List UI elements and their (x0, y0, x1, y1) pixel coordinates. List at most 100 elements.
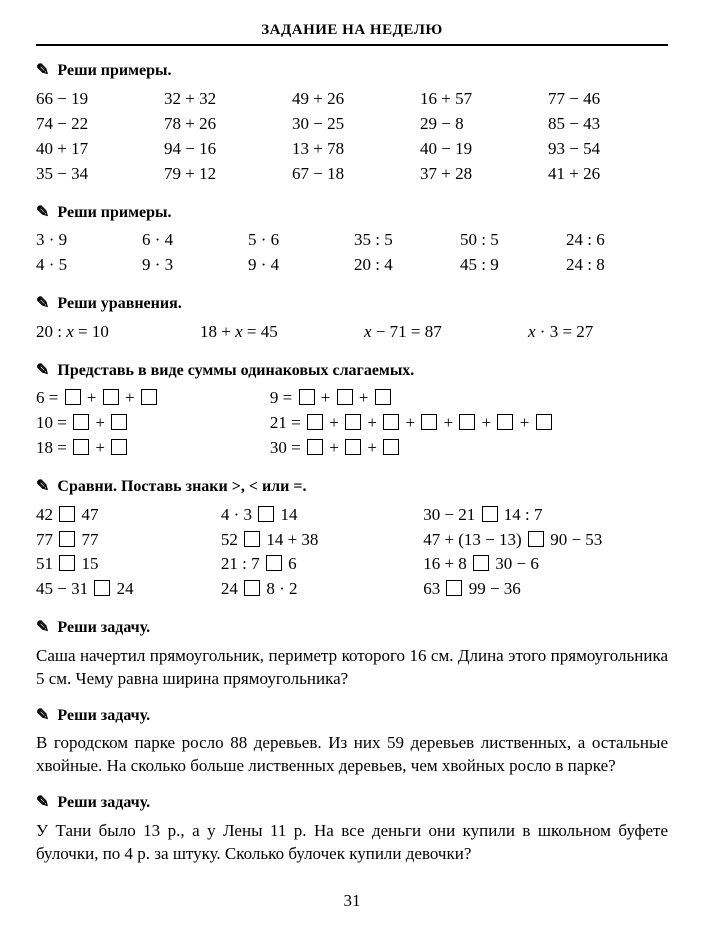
task4-header: ✎ Представь в виде суммы одинаковых слаг… (36, 360, 668, 382)
compare-expression: 45 − 31 24 (36, 578, 211, 601)
blank-box (299, 389, 315, 405)
blank-box (73, 439, 89, 455)
blank-box (59, 531, 75, 547)
blank-box (258, 506, 274, 522)
blank-box (482, 506, 498, 522)
pencil-icon: ✎ (36, 60, 49, 82)
task4-grid: 6 = + + 10 = + 18 = + 9 = + + 21 = + + +… (36, 387, 668, 462)
blank-box (421, 414, 437, 430)
task5-header: ✎ Сравни. Поставь знаки >, < или =. (36, 476, 668, 498)
arith-example: 66 − 19 (36, 88, 156, 111)
task2-grid: 3 · 96 · 45 · 635 : 550 : 524 : 64 · 59 … (36, 229, 668, 279)
arith-example: 32 + 32 (164, 88, 284, 111)
mult-example: 35 : 5 (354, 229, 456, 252)
pencil-icon: ✎ (36, 617, 49, 639)
arith-example: 67 − 18 (292, 163, 412, 186)
mult-example: 24 : 8 (566, 254, 668, 277)
blank-box (528, 531, 544, 547)
mult-example: 6 · 4 (142, 229, 244, 252)
compare-expression: 52 14 + 38 (221, 529, 413, 552)
compare-expression: 4 · 3 14 (221, 504, 413, 527)
equation: 20 : x = 10 (36, 321, 190, 344)
pencil-icon: ✎ (36, 705, 49, 727)
blank-box (65, 389, 81, 405)
blank-box (383, 439, 399, 455)
task2-title: Реши примеры. (57, 204, 171, 221)
pencil-icon: ✎ (36, 202, 49, 224)
blank-box (307, 414, 323, 430)
sum-expression: 10 = + (36, 412, 260, 435)
mult-example: 24 : 6 (566, 229, 668, 252)
arith-example: 85 − 43 (548, 113, 668, 136)
task2-header: ✎ Реши примеры. (36, 202, 668, 224)
page-title: ЗАДАНИЕ НА НЕДЕЛЮ (36, 20, 668, 46)
pencil-icon: ✎ (36, 360, 49, 382)
arith-example: 40 + 17 (36, 138, 156, 161)
arith-example: 74 − 22 (36, 113, 156, 136)
task8-title: Реши задачу. (57, 794, 150, 811)
arith-example: 37 + 28 (420, 163, 540, 186)
task6-title: Реши задачу. (57, 619, 150, 636)
arith-example: 13 + 78 (292, 138, 412, 161)
blank-box (383, 414, 399, 430)
mult-example: 20 : 4 (354, 254, 456, 277)
arith-example: 93 − 54 (548, 138, 668, 161)
blank-box (446, 580, 462, 596)
arith-example: 29 − 8 (420, 113, 540, 136)
compare-expression: 16 + 8 30 − 6 (423, 553, 668, 576)
task4-title: Представь в виде суммы одинаковых слагае… (57, 362, 414, 379)
mult-example: 50 : 5 (460, 229, 562, 252)
blank-box (59, 555, 75, 571)
task8-header: ✎ Реши задачу. (36, 792, 668, 814)
mult-example: 45 : 9 (460, 254, 562, 277)
blank-box (536, 414, 552, 430)
arith-example: 77 − 46 (548, 88, 668, 111)
sum-expression: 30 = + + (270, 437, 668, 460)
task7-header: ✎ Реши задачу. (36, 705, 668, 727)
blank-box (244, 580, 260, 596)
pencil-icon: ✎ (36, 792, 49, 814)
blank-box (497, 414, 513, 430)
arith-example: 41 + 26 (548, 163, 668, 186)
arith-example: 94 − 16 (164, 138, 284, 161)
blank-box (103, 389, 119, 405)
compare-expression: 24 8 · 2 (221, 578, 413, 601)
sum-expression: 18 = + (36, 437, 260, 460)
arith-example: 40 − 19 (420, 138, 540, 161)
blank-box (141, 389, 157, 405)
task7-text: В городском парке росло 88 деревьев. Из … (36, 732, 668, 778)
sum-expression: 9 = + + (270, 387, 668, 410)
task7-title: Реши задачу. (57, 707, 150, 724)
mult-example: 3 · 9 (36, 229, 138, 252)
blank-box (94, 580, 110, 596)
mult-example: 9 · 3 (142, 254, 244, 277)
compare-expression: 21 : 7 6 (221, 553, 413, 576)
task6-text: Саша начертил прямоугольник, периметр ко… (36, 645, 668, 691)
task8-text: У Тани было 13 р., а у Лены 11 р. На все… (36, 820, 668, 866)
equation: x − 71 = 87 (364, 321, 518, 344)
blank-box (337, 389, 353, 405)
blank-box (345, 439, 361, 455)
sum-expression: 6 = + + (36, 387, 260, 410)
equation: 18 + x = 45 (200, 321, 354, 344)
compare-expression: 51 15 (36, 553, 211, 576)
sum-expression: 21 = + + + + + + (270, 412, 668, 435)
task3-grid: 20 : x = 1018 + x = 45x − 71 = 87x · 3 =… (36, 321, 668, 346)
task5-grid: 42 4777 7751 1545 − 31 24 4 · 3 1452 14 … (36, 504, 668, 604)
pencil-icon: ✎ (36, 476, 49, 498)
blank-box (266, 555, 282, 571)
task6-header: ✎ Реши задачу. (36, 617, 668, 639)
blank-box (111, 414, 127, 430)
arith-example: 35 − 34 (36, 163, 156, 186)
page-number: 31 (36, 890, 668, 913)
blank-box (375, 389, 391, 405)
blank-box (244, 531, 260, 547)
task3-header: ✎ Реши уравнения. (36, 293, 668, 315)
arith-example: 16 + 57 (420, 88, 540, 111)
blank-box (111, 439, 127, 455)
compare-expression: 77 77 (36, 529, 211, 552)
blank-box (459, 414, 475, 430)
arith-example: 79 + 12 (164, 163, 284, 186)
blank-box (59, 506, 75, 522)
arith-example: 30 − 25 (292, 113, 412, 136)
